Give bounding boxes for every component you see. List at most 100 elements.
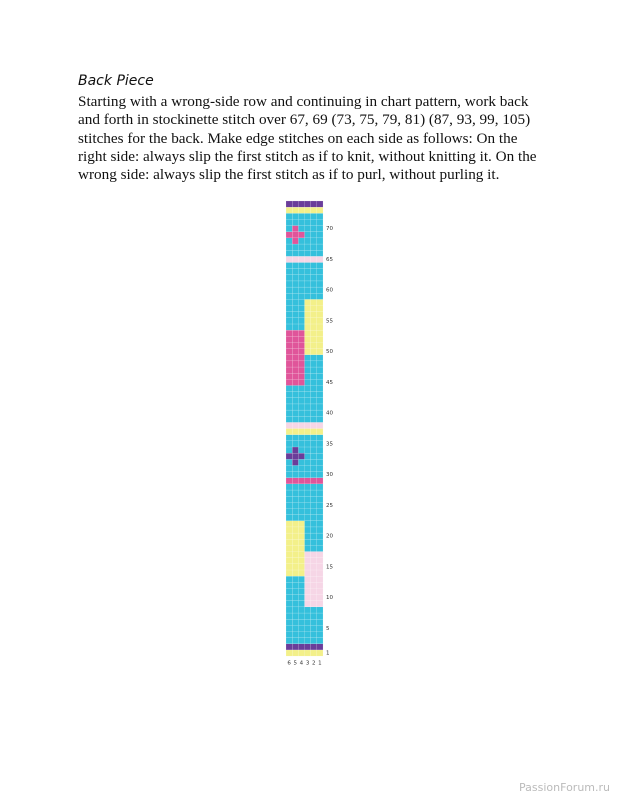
chart-cell: [298, 391, 305, 398]
chart-cell: [285, 477, 293, 485]
chart-cell: [310, 256, 317, 263]
section-title: Back Piece: [78, 73, 154, 89]
chart-cell: [298, 379, 305, 386]
chart-cell: [298, 606, 305, 614]
chart-cell: [285, 373, 293, 380]
chart-cell: [298, 588, 305, 595]
chart-cell: [298, 563, 305, 571]
chart-cell: [285, 514, 293, 521]
chart-cell: [285, 323, 293, 331]
chart-cell: [310, 403, 317, 411]
chart-cell: [310, 243, 317, 251]
chart-cell: [292, 274, 299, 282]
row-label: 5: [326, 626, 330, 632]
chart-cell: [298, 397, 305, 405]
chart-cell: [285, 416, 293, 423]
chart-cell: [298, 459, 305, 466]
chart-cell: [298, 612, 305, 620]
chart-cell: [316, 213, 324, 220]
chart-cell: [304, 440, 311, 448]
chart-cell: [298, 422, 305, 429]
chart-cell: [310, 606, 317, 614]
chart-cell: [285, 409, 293, 417]
chart-cell: [316, 280, 324, 288]
chart-cell: [316, 286, 324, 294]
chart-cell: [316, 514, 324, 521]
chart-cell: [316, 643, 324, 651]
row-label: 60: [326, 288, 333, 294]
chart-cell: [304, 366, 311, 374]
chart-cell: [316, 594, 324, 601]
column-label: 5: [294, 661, 298, 667]
chart-cell: [310, 379, 317, 386]
chart-cell: [310, 520, 317, 528]
chart-cell: [285, 508, 293, 515]
chart-cell: [316, 237, 324, 245]
chart-cell: [304, 569, 311, 577]
chart-cell: [310, 496, 317, 503]
chart-cell: [304, 342, 311, 349]
chart-cell: [285, 403, 293, 411]
chart-cell: [304, 545, 311, 552]
chart-cell: [298, 551, 305, 558]
chart-cell: [292, 379, 299, 386]
chart-cell: [285, 342, 293, 349]
chart-cell: [298, 256, 305, 263]
chart-cell: [304, 225, 311, 232]
chart-cell: [304, 434, 311, 441]
chart-cell: [304, 317, 311, 325]
chart-cell: [304, 643, 311, 651]
chart-cell: [316, 317, 324, 325]
chart-cell: [304, 588, 311, 595]
chart-cell: [310, 649, 317, 657]
chart-cell: [285, 225, 293, 232]
chart-cell: [292, 612, 299, 620]
chart-cell: [310, 409, 317, 417]
chart-cell: [285, 452, 293, 460]
chart-cell: [292, 416, 299, 423]
chart-cell: [310, 200, 317, 208]
chart-cell: [285, 465, 293, 472]
chart-cell: [316, 391, 324, 398]
chart-cell: [310, 299, 317, 306]
chart-cell: [304, 489, 311, 497]
chart-cell: [310, 612, 317, 620]
chart-cell: [285, 489, 293, 497]
chart-cell: [310, 225, 317, 232]
chart-cell: [292, 397, 299, 405]
row-label: 25: [326, 503, 333, 509]
chart-cell: [292, 268, 299, 275]
chart-cell: [292, 551, 299, 558]
chart-cell: [316, 520, 324, 528]
chart-cell: [285, 606, 293, 614]
chart-cell: [310, 329, 317, 337]
chart-cell: [298, 569, 305, 577]
chart-cell: [292, 317, 299, 325]
chart-cell: [292, 342, 299, 349]
chart-cell: [298, 293, 305, 300]
chart-cell: [292, 219, 299, 226]
chart-cell: [285, 422, 293, 429]
chart-cell: [310, 360, 317, 368]
chart-cell: [316, 373, 324, 380]
chart-cell: [298, 465, 305, 472]
chart-cell: [304, 520, 311, 528]
chart-cell: [316, 329, 324, 337]
chart-cell: [292, 496, 299, 503]
chart-cell: [285, 545, 293, 552]
chart-cell: [316, 582, 324, 589]
chart-cell: [310, 625, 317, 632]
chart-cell: [298, 274, 305, 282]
chart-cell: [310, 619, 317, 626]
chart-cell: [310, 459, 317, 466]
chart-cell: [304, 237, 311, 245]
chart-cell: [310, 489, 317, 497]
chart-cell: [304, 600, 311, 608]
chart-cell: [304, 250, 311, 257]
chart-cell: [292, 649, 299, 657]
chart-cell: [285, 348, 293, 355]
chart-cell: [316, 434, 324, 441]
chart-cell: [310, 286, 317, 294]
chart-cell: [285, 625, 293, 632]
chart-cell: [304, 526, 311, 534]
